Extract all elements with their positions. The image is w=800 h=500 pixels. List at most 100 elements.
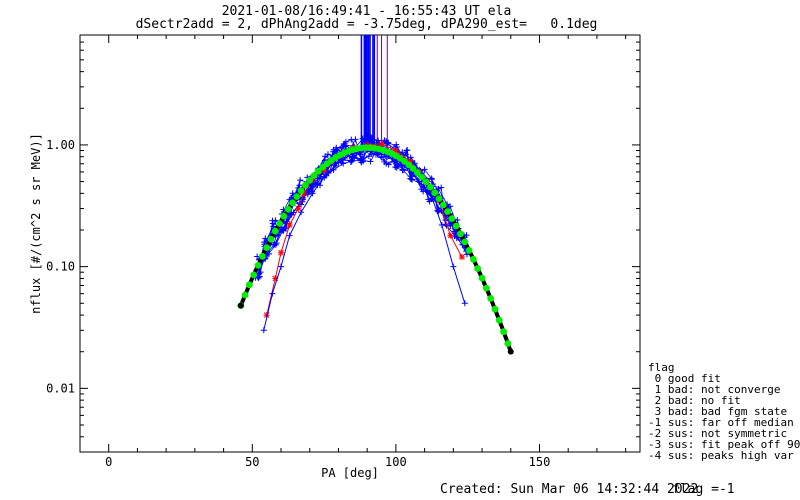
blue-data-point [288, 211, 295, 218]
created-timestamp: Created: Sun Mar 06 14:32:44 2022 [440, 482, 699, 497]
blue-data-point [269, 290, 276, 297]
fit-curve-point [267, 235, 275, 243]
legend-item: 0 good fit [648, 372, 721, 385]
fit-curve-point [422, 178, 430, 186]
blue-data-point [408, 176, 415, 183]
red-data-point [295, 205, 302, 212]
fit-curve-point [306, 176, 314, 184]
blue-data-point [266, 250, 273, 257]
blue-data-point [393, 164, 400, 171]
blue-data-point [451, 233, 458, 240]
fit-curve-point [504, 340, 512, 347]
blue-data-point [375, 137, 382, 144]
blue-data-point [309, 190, 316, 197]
red-data-point [378, 140, 385, 147]
fit-curve-point [250, 271, 258, 279]
blue-data-point [308, 186, 315, 193]
legend-item: -4 sus: peaks high var [648, 449, 794, 462]
fit-curve-point [483, 284, 490, 292]
fit-curve-point [414, 169, 421, 177]
blue-data-point [384, 140, 391, 147]
fit-curve-point [495, 316, 503, 324]
fit-curve-point [427, 183, 434, 191]
blue-data-point [435, 185, 442, 192]
red-data-point [301, 190, 307, 197]
fit-curve-point [315, 167, 322, 175]
blue-data-point [450, 263, 457, 270]
blue-data-point [321, 173, 328, 180]
blue-data-point [260, 327, 267, 334]
legend-item: -1 sus: far off median [648, 416, 794, 429]
red-data-point [263, 312, 270, 319]
x-tick-label: 100 [385, 455, 407, 469]
fit-curve-point [276, 220, 283, 227]
blue-data-point [399, 167, 406, 174]
fit-curve-point [491, 305, 499, 313]
x-tick-label: 0 [105, 455, 112, 469]
legend-item: -3 sus: fit peak off 90 [648, 438, 800, 451]
blue-data-point [255, 274, 262, 281]
blue-data-point [364, 133, 371, 140]
fit-curve-point [297, 187, 305, 195]
blue-data-point [269, 217, 276, 224]
blue-data-point [348, 136, 355, 143]
fit-curve-point [435, 195, 443, 203]
blue-data-point [438, 184, 445, 191]
x-tick-label: 150 [529, 455, 551, 469]
red-data-point [392, 147, 399, 154]
blue-data-point [332, 146, 339, 153]
blue-data-point [463, 232, 470, 239]
blue-data-point [342, 142, 349, 149]
blue-data-point [296, 182, 303, 189]
blue-series-line [263, 148, 466, 331]
fit-curve-point [474, 265, 482, 272]
red-series-line [266, 143, 463, 316]
fit-curve-point [439, 201, 447, 209]
fit-curve-point [461, 238, 469, 246]
chart-title-time-range: 2021-01-08/16:49:41 - 16:55:43 UT ela [221, 4, 512, 19]
fit-curve-point [431, 189, 439, 197]
fit-end-marker [237, 302, 244, 309]
legend-item: -2 sus: not symmetric [648, 427, 788, 440]
blue-data-point [332, 163, 339, 170]
y-tick-label: 1.00 [46, 138, 75, 152]
fit-curve-point [302, 181, 309, 189]
red-data-point [272, 275, 279, 282]
fit-curve-point [470, 255, 477, 263]
blue-data-point [404, 147, 411, 154]
fit-curve-point [487, 295, 495, 302]
fit-curve-point [500, 328, 507, 336]
red-data-point [278, 249, 285, 256]
fit-curve-point [310, 172, 318, 180]
blue-data-point [383, 160, 390, 167]
blue-data-point [278, 263, 285, 270]
x-tick-label: 50 [245, 455, 259, 469]
fit-curve-point [254, 262, 262, 269]
red-data-point [407, 158, 414, 165]
red-data-point [458, 254, 465, 261]
fit-end-marker [507, 348, 514, 355]
blue-data-point [331, 148, 338, 155]
red-data-point [447, 232, 454, 239]
fit-curve-point [465, 247, 473, 254]
blue-data-point [289, 190, 296, 197]
blue-data-point [461, 300, 468, 307]
blue-data-point [297, 177, 304, 184]
y-tick-label: 0.01 [46, 381, 75, 395]
fit-curve-point [241, 291, 249, 299]
fit-curve-point [448, 215, 456, 223]
x-axis-label: PA [deg] [321, 466, 379, 480]
blue-data-point [286, 232, 293, 239]
fit-curve-point [246, 281, 253, 289]
blue-data-point [270, 223, 277, 230]
legend-title: flag [648, 361, 675, 374]
blue-data-point [368, 138, 375, 145]
blue-data-point [298, 201, 305, 208]
chart-title-parameters: dSectr2add = 2, dPhAng2add = -3.75deg, d… [135, 17, 598, 32]
blue-data-point [340, 160, 347, 167]
fit-curve-point [289, 199, 296, 207]
blue-data-point [378, 154, 385, 161]
blue-data-point [325, 170, 332, 177]
blue-data-point [438, 221, 445, 228]
fit-curve-point [457, 230, 464, 238]
